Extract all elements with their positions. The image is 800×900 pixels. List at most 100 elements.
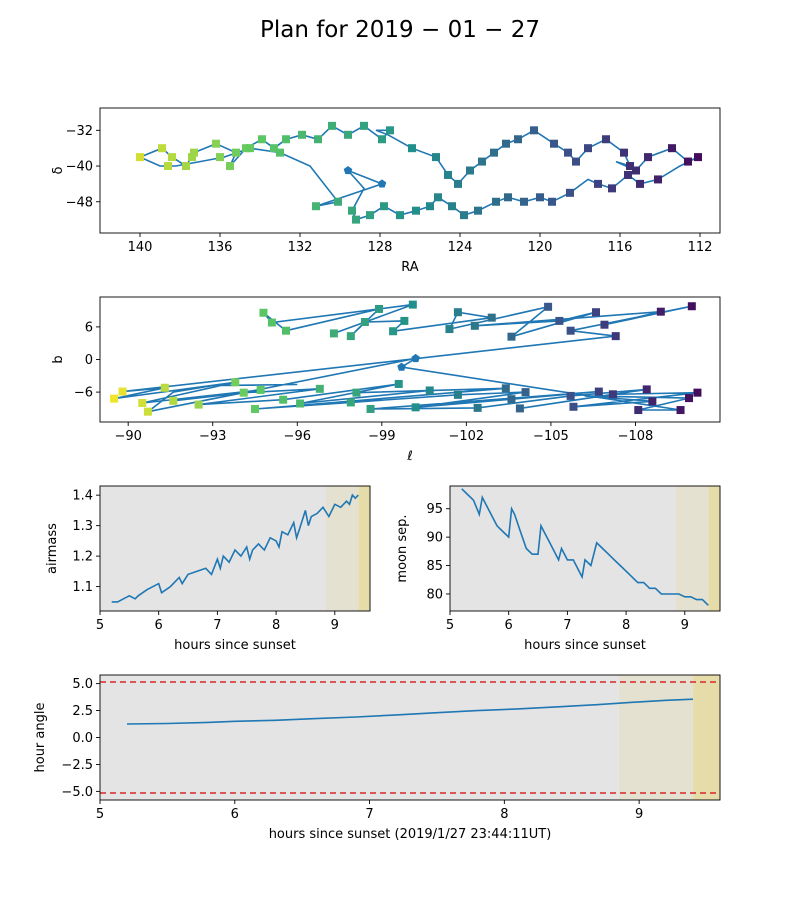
data-point xyxy=(426,202,434,211)
data-point xyxy=(502,139,510,148)
data-point xyxy=(425,386,434,395)
y-tick-label: 1.3 xyxy=(72,519,93,534)
data-point xyxy=(360,121,368,130)
data-point xyxy=(267,318,276,327)
x-tick-label: −99 xyxy=(368,429,395,444)
data-point xyxy=(602,135,610,144)
axes-frame xyxy=(99,485,371,612)
x-tick-label: 136 xyxy=(208,240,233,255)
data-point xyxy=(644,153,652,162)
x-tick-label: −102 xyxy=(449,429,485,444)
data-point xyxy=(687,302,696,311)
data-point xyxy=(256,385,265,394)
special-point xyxy=(411,353,420,363)
y-axis-label: δ xyxy=(51,166,66,174)
data-point xyxy=(520,197,528,206)
data-point xyxy=(231,378,240,387)
x-tick-label: 8 xyxy=(272,618,280,633)
series-line xyxy=(139,124,699,221)
data-point xyxy=(328,121,336,130)
data-point xyxy=(668,144,676,153)
data-point xyxy=(600,320,609,329)
data-point xyxy=(312,202,320,211)
data-point xyxy=(366,404,375,413)
data-point xyxy=(352,388,361,397)
y-tick-label: −6 xyxy=(74,386,93,401)
y-tick-label: −5.0 xyxy=(61,785,93,800)
data-point xyxy=(434,193,442,202)
axes-frame xyxy=(449,485,721,612)
data-point xyxy=(620,148,628,157)
data-point xyxy=(536,193,544,202)
twilight-band xyxy=(100,486,326,611)
data-point xyxy=(648,397,657,406)
y-tick-label: 1.2 xyxy=(72,550,93,565)
data-point xyxy=(352,215,360,224)
data-point xyxy=(693,388,702,397)
y-tick-label: −40 xyxy=(66,160,93,175)
y-axis-label: hour angle xyxy=(33,703,48,773)
data-point xyxy=(282,326,290,335)
plot-area xyxy=(100,675,720,800)
data-point xyxy=(188,153,196,162)
y-tick-label: 2.5 xyxy=(72,704,93,719)
axes-frame xyxy=(99,107,721,234)
twilight-band xyxy=(618,675,694,800)
x-tick-label: −105 xyxy=(533,429,569,444)
data-point xyxy=(453,390,462,399)
data-point xyxy=(632,166,640,175)
data-point xyxy=(360,318,369,326)
data-point xyxy=(608,184,616,193)
special-point xyxy=(343,166,353,175)
data-point xyxy=(315,384,324,393)
x-tick-label: 8 xyxy=(500,807,508,822)
x-tick-label: 124 xyxy=(448,240,473,255)
x-tick-label: 6 xyxy=(231,807,239,822)
data-point xyxy=(530,126,538,135)
y-axis-label: airmass xyxy=(45,523,60,574)
data-point xyxy=(246,144,254,153)
data-point xyxy=(334,197,342,206)
data-point xyxy=(636,179,644,188)
data-point xyxy=(346,332,355,341)
data-point xyxy=(504,193,512,202)
data-point xyxy=(507,395,516,404)
data-point xyxy=(314,135,322,144)
x-tick-label: 7 xyxy=(563,618,571,633)
data-point xyxy=(160,383,169,392)
twilight-band xyxy=(693,675,720,800)
data-point xyxy=(279,395,288,404)
data-point xyxy=(466,166,474,175)
data-point xyxy=(487,313,496,322)
y-tick-label: 0.0 xyxy=(72,731,93,746)
hour-angle-plot: 5 6 7 8 9 5.0 2.5 0.0 −2.5 −5.0 hours since sunset… xyxy=(33,674,721,842)
y-tick-label: −32 xyxy=(66,124,93,139)
data-point xyxy=(298,130,306,139)
y-tick-label: 0 xyxy=(85,353,93,368)
data-point xyxy=(569,402,578,411)
x-tick-label: 9 xyxy=(331,618,339,633)
x-tick-label: 132 xyxy=(288,240,313,255)
data-point xyxy=(408,300,417,309)
twilight-band xyxy=(708,486,720,611)
data-point xyxy=(478,157,486,166)
data-point xyxy=(594,387,603,396)
data-point xyxy=(566,391,575,400)
data-point xyxy=(194,400,203,409)
x-axis-label: hours since sunset (2019/1/27 23:44:11UT… xyxy=(269,827,552,842)
plot-area xyxy=(450,486,720,611)
data-point xyxy=(684,157,692,166)
data-point xyxy=(282,135,290,144)
series-line xyxy=(461,488,709,606)
x-tick-label: −96 xyxy=(284,429,311,444)
data-point xyxy=(624,170,632,179)
twilight-band xyxy=(358,486,370,611)
x-tick-label: 6 xyxy=(505,618,513,633)
data-point xyxy=(514,135,522,144)
data-point xyxy=(276,148,284,157)
x-tick-label: 140 xyxy=(128,240,153,255)
data-point xyxy=(396,211,404,220)
data-point xyxy=(329,329,338,338)
data-point xyxy=(654,175,662,184)
data-point xyxy=(432,153,440,162)
